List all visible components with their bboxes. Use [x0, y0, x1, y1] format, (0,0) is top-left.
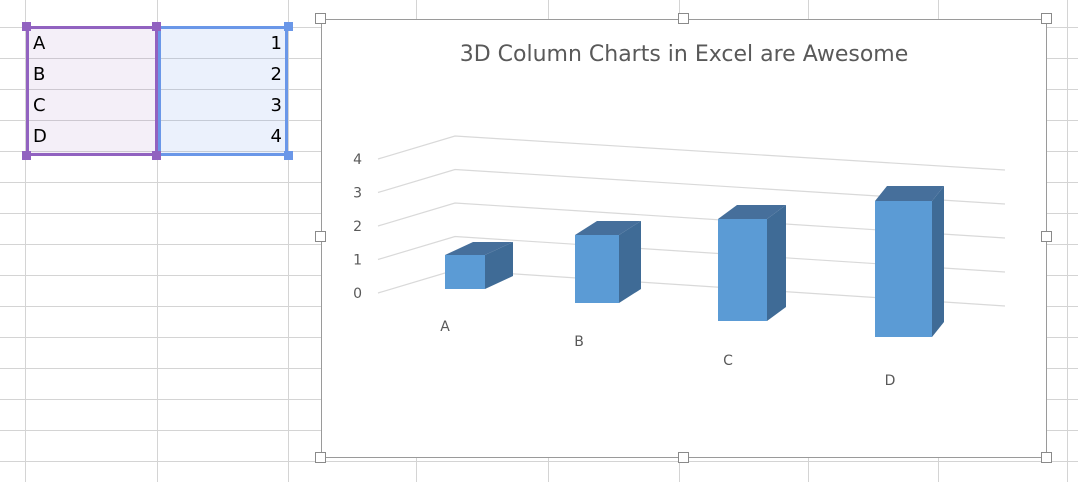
range-handle-top-left[interactable]	[22, 22, 31, 31]
bar-side-face	[485, 242, 513, 289]
bar-front-face	[575, 235, 619, 303]
range-handle-bottom-middle[interactable]	[152, 151, 161, 160]
y-tick-label: 0	[353, 286, 362, 302]
chart-gridline	[377, 235, 1006, 273]
chart-title[interactable]: 3D Column Charts in Excel are Awesome	[459, 42, 909, 67]
selected-range-values[interactable]	[158, 26, 288, 156]
bar-side-face	[619, 221, 641, 303]
bar-front-face	[445, 255, 485, 289]
x-tick-label: D	[885, 373, 896, 389]
y-tick-label: 3	[353, 186, 362, 202]
bar-top-face	[718, 205, 786, 219]
y-tick-label: 2	[353, 219, 362, 235]
chart-resize-handle-n[interactable]	[678, 13, 689, 24]
bar-front-face	[718, 219, 767, 321]
chart-resize-handle-se[interactable]	[1041, 452, 1052, 463]
chart-resize-handle-nw[interactable]	[315, 13, 326, 24]
chart-gridline	[377, 168, 1006, 205]
range-handle-bottom-right[interactable]	[284, 151, 293, 160]
range-handle-top-right[interactable]	[284, 22, 293, 31]
chart-axis-ticks: 0 1 2 3 4 A B C D	[353, 152, 895, 389]
cell-label-c[interactable]: C	[33, 95, 46, 116]
x-tick-label: B	[574, 334, 584, 350]
cell-value-c[interactable]: 3	[270, 95, 282, 116]
bar-side-face	[767, 205, 786, 321]
cell-value-b[interactable]: 2	[270, 64, 282, 85]
selected-range-labels[interactable]	[26, 26, 158, 156]
bar-top-face	[445, 242, 513, 255]
chart-resize-handle-e[interactable]	[1041, 231, 1052, 242]
chart-bars	[445, 186, 944, 337]
range-handle-top-middle[interactable]	[152, 22, 161, 31]
bar-side-face	[932, 186, 944, 337]
chart-resize-handle-ne[interactable]	[1041, 13, 1052, 24]
cell-value-a[interactable]: 1	[270, 33, 282, 54]
chart-resize-handle-sw[interactable]	[315, 452, 326, 463]
chart-gridline	[377, 202, 1006, 239]
cell-label-b[interactable]: B	[33, 64, 46, 85]
bar-c[interactable]	[718, 205, 786, 321]
chart-resize-handle-w[interactable]	[315, 231, 326, 242]
bar-top-face	[575, 221, 641, 235]
bar-d[interactable]	[875, 186, 944, 337]
x-tick-label: A	[440, 319, 450, 335]
y-tick-label: 1	[353, 253, 362, 269]
y-tick-label: 4	[353, 152, 362, 168]
bar-front-face	[875, 201, 932, 337]
x-tick-label: C	[723, 353, 733, 369]
cell-label-d[interactable]: D	[33, 126, 47, 147]
chart-resize-handle-s[interactable]	[678, 452, 689, 463]
bar-top-face	[875, 186, 944, 201]
bar-b[interactable]	[575, 221, 641, 303]
cell-label-a[interactable]: A	[33, 33, 46, 54]
range-handle-bottom-left[interactable]	[22, 151, 31, 160]
bar-a[interactable]	[445, 242, 513, 289]
chart-gridline	[377, 135, 1006, 171]
cell-value-d[interactable]: 4	[270, 126, 282, 147]
